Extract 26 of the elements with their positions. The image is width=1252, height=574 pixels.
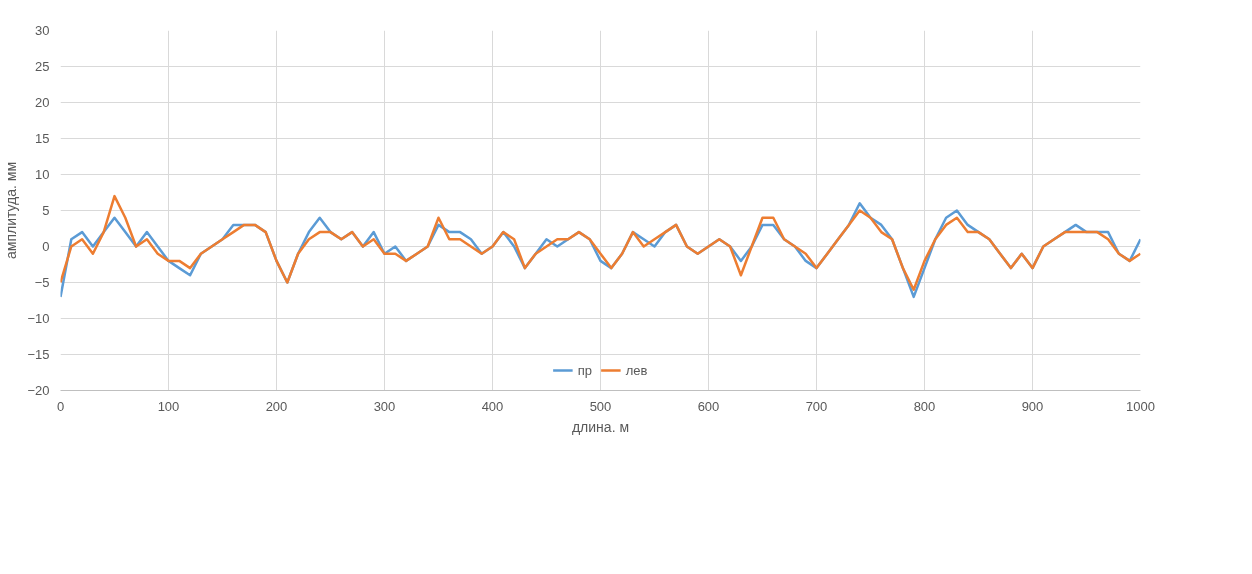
y-tick-label: 20 [35, 95, 50, 110]
x-tick-label: 100 [157, 398, 180, 414]
x-tick-label: 500 [589, 398, 612, 414]
y-tick-label: −5 [34, 275, 50, 290]
y-tick-label: −15 [27, 347, 50, 362]
y-tick-label: 5 [42, 203, 50, 218]
y-tick-label: 10 [35, 167, 50, 182]
x-tick-label: 200 [265, 398, 288, 414]
legend-label: лев [625, 362, 648, 378]
legend-label: пр [577, 362, 593, 378]
x-tick-label: 300 [373, 398, 396, 414]
y-tick-label: 0 [42, 239, 50, 254]
x-tick-label: 600 [697, 398, 720, 414]
y-tick-label: −10 [27, 311, 50, 326]
x-tick-label: 0 [56, 398, 65, 414]
y-tick-label: 15 [35, 131, 50, 146]
x-tick-label: 700 [805, 398, 828, 414]
x-tick-label: 1000 [1126, 398, 1155, 414]
y-axis-title: амплитуда. мм [3, 161, 20, 260]
x-axis-title: длина. м [571, 418, 630, 435]
x-tick-label: 900 [1021, 398, 1044, 414]
x-tick-label: 800 [913, 398, 936, 414]
y-tick-label: −20 [27, 383, 50, 398]
x-tick-label: 400 [481, 398, 504, 414]
y-tick-label: 30 [35, 23, 50, 38]
y-tick-label: 25 [35, 59, 50, 74]
